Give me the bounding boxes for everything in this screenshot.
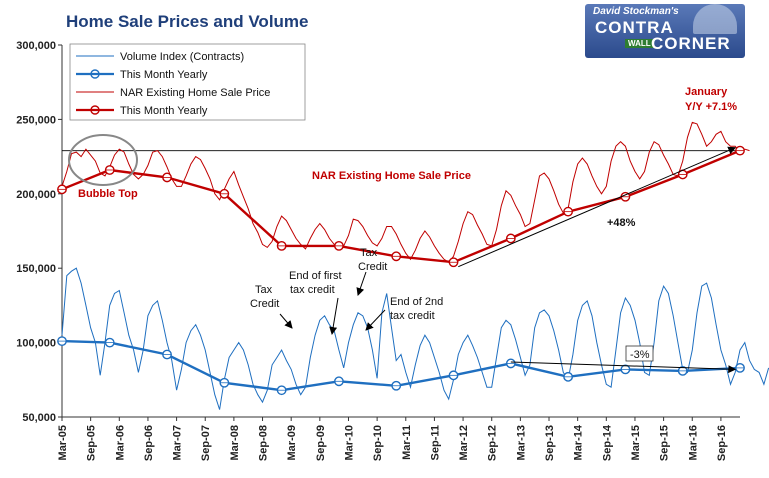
legend-marker-volume-yearly	[90, 69, 100, 79]
tax-credit-2-line2: Credit	[358, 261, 387, 273]
y-tick-label: 200,000	[16, 189, 56, 201]
legend: Volume Index (Contracts) This Month Year…	[69, 43, 306, 121]
end-first-arrow	[329, 297, 339, 335]
legend-label-volume-yearly: This Month Yearly	[120, 69, 208, 81]
tax-credit-1-arrow	[279, 313, 293, 329]
capitol-dome-icon	[693, 4, 737, 34]
logo-wall-sign: WALL	[625, 39, 654, 48]
end-first-line2: tax credit	[290, 284, 335, 296]
volume-index-line	[61, 267, 769, 410]
end-second-line1: End of 2nd	[390, 296, 443, 308]
axes: 50,000 100,000 150,000 200,000 250,000 300,00…	[16, 40, 740, 461]
x-tick-label: Sep-09	[315, 425, 327, 461]
logo-contra: CONTRA	[595, 18, 674, 37]
plus48-arrow	[458, 146, 737, 268]
tax-credit-1-line1: Tax	[255, 284, 273, 296]
x-tick-label: Sep-15	[659, 425, 671, 461]
x-tick-label: Mar-11	[401, 425, 413, 460]
logo-byline: David Stockman's	[593, 6, 679, 17]
x-tick-label: Mar-08	[229, 425, 241, 460]
tax-credit-1-line2: Credit	[250, 298, 279, 310]
x-tick-label: Mar-14	[573, 424, 585, 460]
annotations: Bubble Top NAR Existing Home Sale Price …	[68, 86, 737, 362]
bubble-top-label: Bubble Top	[78, 188, 138, 200]
y-tick-label: 300,000	[16, 40, 56, 52]
minus3-label: -3%	[630, 349, 650, 361]
logo-corner: CORNER	[651, 34, 731, 53]
legend-label-volume: Volume Index (Contracts)	[120, 51, 244, 63]
x-tick-label: Mar-13	[515, 425, 527, 460]
y-tick-label: 50,000	[22, 412, 56, 424]
tax-credit-2-arrow	[356, 271, 367, 296]
x-tick-label: Mar-16	[687, 425, 699, 460]
x-tick-label: Sep-07	[200, 425, 212, 461]
legend-label-price-yearly: This Month Yearly	[120, 105, 208, 117]
end-second-line2: tax credit	[390, 310, 435, 322]
x-tick-label: Sep-14	[601, 424, 613, 461]
end-second-arrow	[365, 309, 386, 331]
y-tick-label: 250,000	[16, 114, 56, 126]
x-tick-label: Sep-06	[143, 425, 155, 461]
nar-price-line	[61, 121, 750, 263]
x-tick-label: Mar-10	[343, 425, 355, 460]
tax-credit-2-line1: Tax	[360, 247, 378, 259]
bubble-top-ellipse	[68, 134, 138, 186]
minus3-arrow	[510, 361, 737, 374]
x-tick-label: Sep-12	[487, 425, 499, 461]
x-tick-label: Mar-06	[114, 425, 126, 460]
x-tick-label: Sep-16	[716, 425, 728, 461]
x-tick-label: Sep-08	[258, 425, 270, 461]
nar-price-label: NAR Existing Home Sale Price	[312, 170, 471, 182]
chart-title: Home Sale Prices and Volume	[66, 12, 309, 31]
x-tick-label: Mar-09	[286, 425, 298, 460]
yoy-label: Y/Y +7.1%	[685, 101, 737, 113]
y-tick-label: 150,000	[16, 263, 56, 275]
x-tick-label: Mar-12	[458, 425, 470, 460]
legend-label-price: NAR Existing Home Sale Price	[120, 87, 270, 99]
contra-corner-logo: David Stockman's CONTRA WALL CORNER	[585, 4, 745, 58]
end-first-line1: End of first	[289, 270, 342, 282]
legend-marker-price-yearly	[90, 105, 100, 115]
y-tick-label: 100,000	[16, 338, 56, 350]
minus3-box	[625, 345, 654, 362]
x-tick-label: Sep-10	[372, 425, 384, 461]
x-tick-label: Sep-13	[544, 425, 556, 461]
plus48-label: +48%	[607, 217, 636, 229]
x-tick-label: Mar-05	[57, 425, 69, 460]
x-tick-label: Sep-05	[86, 425, 98, 461]
legend-box	[69, 43, 306, 121]
x-tick-label: Mar-07	[172, 425, 184, 460]
x-tick-label: Mar-15	[630, 425, 642, 460]
january-label: January	[685, 86, 728, 98]
series-layer	[57, 121, 769, 410]
x-tick-label: Sep-11	[429, 425, 441, 460]
